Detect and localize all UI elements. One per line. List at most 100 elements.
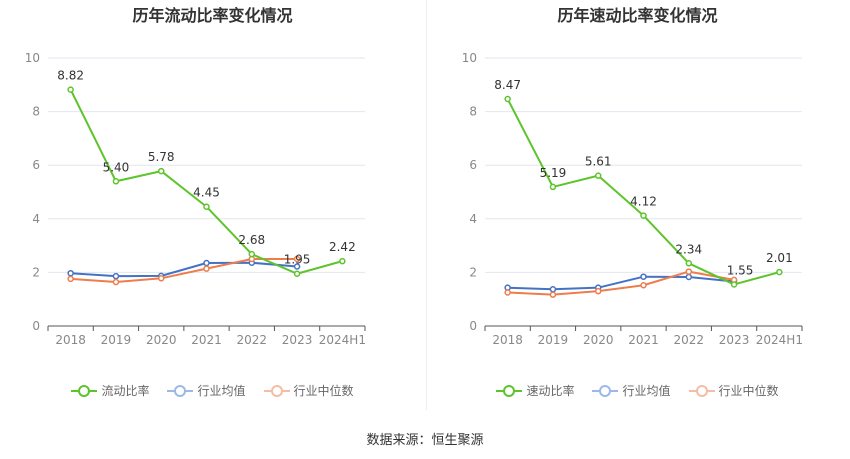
data-label: 8.82	[57, 69, 84, 83]
x-tick-label: 2018	[492, 333, 523, 347]
data-point-main	[594, 172, 602, 179]
legend-line-icon	[167, 384, 194, 398]
y-tick-label: 8	[469, 105, 477, 119]
data-label: 2.42	[329, 240, 356, 254]
legend-item-industry-median[interactable]: 行业中位数	[263, 382, 354, 399]
y-tick-label: 6	[469, 158, 477, 172]
series-line-main	[69, 89, 343, 275]
data-label: 2.01	[766, 251, 793, 265]
legend-label: 行业中位数	[293, 384, 354, 398]
x-tick-label: 2024H1	[319, 333, 366, 347]
x-tick-label: 2020	[583, 333, 614, 347]
x-tick-label: 2022	[237, 333, 268, 347]
legend-label: 行业中位数	[718, 384, 779, 398]
legend-line-icon	[592, 384, 619, 398]
y-tick-label: 6	[32, 158, 40, 172]
data-point-industry-average	[549, 286, 557, 293]
x-tick-label: 2019	[101, 333, 132, 347]
data-source-note: 数据来源：恒生聚源	[366, 433, 484, 448]
legend: 速动比率 行业均值 行业中位数	[425, 382, 850, 399]
y-tick-label: 10	[25, 51, 40, 65]
data-label: 1.55	[727, 263, 754, 277]
series-line-industry-median	[507, 270, 735, 296]
data-point-main	[67, 86, 74, 93]
legend-item-industry-average[interactable]: 行业均值	[592, 382, 671, 399]
legend-label: 速动比率	[526, 384, 575, 398]
data-point-industry-median	[594, 287, 602, 295]
current-ratio-plot: 0 2 4 6 8 10 2018 2019 2020 2021 2022 2023 2024H1 8.8…	[25, 51, 366, 347]
data-point-main	[504, 95, 511, 103]
data-point-main	[203, 203, 210, 210]
data-point-main	[776, 268, 783, 276]
y-tick-label: 0	[32, 319, 40, 333]
legend-label: 行业均值	[197, 384, 246, 398]
x-tick-label: 2024H1	[756, 333, 803, 347]
x-tick-label: 2020	[146, 333, 177, 347]
series-line-main	[506, 98, 780, 286]
data-label: 2.68	[238, 233, 265, 247]
y-tick-label: 2	[469, 265, 477, 279]
data-point-main	[549, 183, 557, 191]
data-point-industry-average	[112, 272, 120, 280]
data-point-industry-median	[549, 291, 557, 298]
data-label: 4.45	[193, 186, 220, 200]
data-point-industry-average	[685, 273, 693, 281]
data-point-main	[339, 257, 346, 265]
legend-label: 行业均值	[622, 384, 671, 398]
data-label: 1.95	[284, 253, 311, 267]
x-tick-label: 2021	[191, 333, 222, 347]
series-line-industry-average	[507, 275, 735, 291]
legend-line-icon	[688, 384, 715, 398]
y-tick-label: 0	[469, 319, 477, 333]
legend-item-industry-median[interactable]: 行业中位数	[688, 382, 779, 399]
legend-item-main[interactable]: 流动比率	[71, 382, 149, 399]
legend: 流动比率 行业均值 行业中位数	[0, 382, 425, 399]
data-point-industry-average	[203, 259, 210, 267]
legend-item-main[interactable]: 速动比率	[496, 382, 574, 399]
data-point-industry-median	[157, 275, 165, 282]
data-label: 2.34	[675, 242, 702, 256]
data-label: 5.61	[585, 155, 612, 169]
data-point-main	[640, 212, 647, 219]
data-point-main	[293, 270, 301, 277]
data-point-industry-median	[112, 278, 120, 286]
legend-line-icon	[71, 384, 98, 398]
y-tick-label: 4	[469, 212, 477, 226]
data-point-industry-median	[293, 255, 301, 263]
legend-line-icon	[496, 384, 523, 398]
y-tick-label: 10	[462, 51, 477, 65]
y-tick-label: 2	[32, 265, 40, 279]
legend-item-industry-average[interactable]: 行业均值	[167, 382, 246, 399]
data-label: 4.12	[630, 195, 657, 209]
data-label: 5.19	[540, 166, 567, 180]
x-tick-label: 2023	[719, 333, 750, 347]
x-tick-label: 2018	[55, 333, 86, 347]
x-tick-label: 2021	[628, 333, 659, 347]
x-tick-label: 2019	[538, 333, 569, 347]
data-point-industry-average	[640, 273, 647, 280]
legend-line-icon	[263, 384, 290, 398]
y-tick-label: 4	[32, 212, 40, 226]
current-ratio-chart-panel: 历年流动比率变化情况 0 2 4 6 8 10 2018 2019 2020 2021 2022 20…	[0, 0, 425, 420]
data-point-industry-average	[67, 269, 74, 277]
data-point-industry-average	[293, 263, 301, 270]
data-point-industry-median	[67, 275, 74, 283]
data-point-industry-median	[685, 268, 693, 275]
data-point-industry-median	[640, 282, 647, 289]
data-point-industry-median	[504, 289, 511, 296]
panel-divider	[426, 0, 427, 410]
quick-ratio-plot: 0 2 4 6 8 10 2018 2019 2020 2021 2022 2023 2024H1 8.4…	[462, 51, 803, 347]
chart-title: 历年速动比率变化情况	[557, 6, 718, 25]
quick-ratio-chart-panel: 历年速动比率变化情况 0 2 4 6 8 10 2018 2019 2020 2021 2022 20…	[425, 0, 850, 420]
data-point-main	[112, 178, 120, 185]
data-point-main	[248, 250, 256, 258]
y-tick-label: 8	[32, 105, 40, 119]
data-label: 8.47	[494, 78, 521, 92]
series-line-industry-median	[70, 258, 298, 284]
legend-label: 流动比率	[101, 384, 150, 398]
x-tick-label: 2023	[282, 333, 313, 347]
data-point-main	[157, 167, 165, 175]
x-tick-label: 2022	[674, 333, 705, 347]
data-point-industry-median	[203, 265, 210, 272]
data-point-main	[685, 260, 693, 267]
